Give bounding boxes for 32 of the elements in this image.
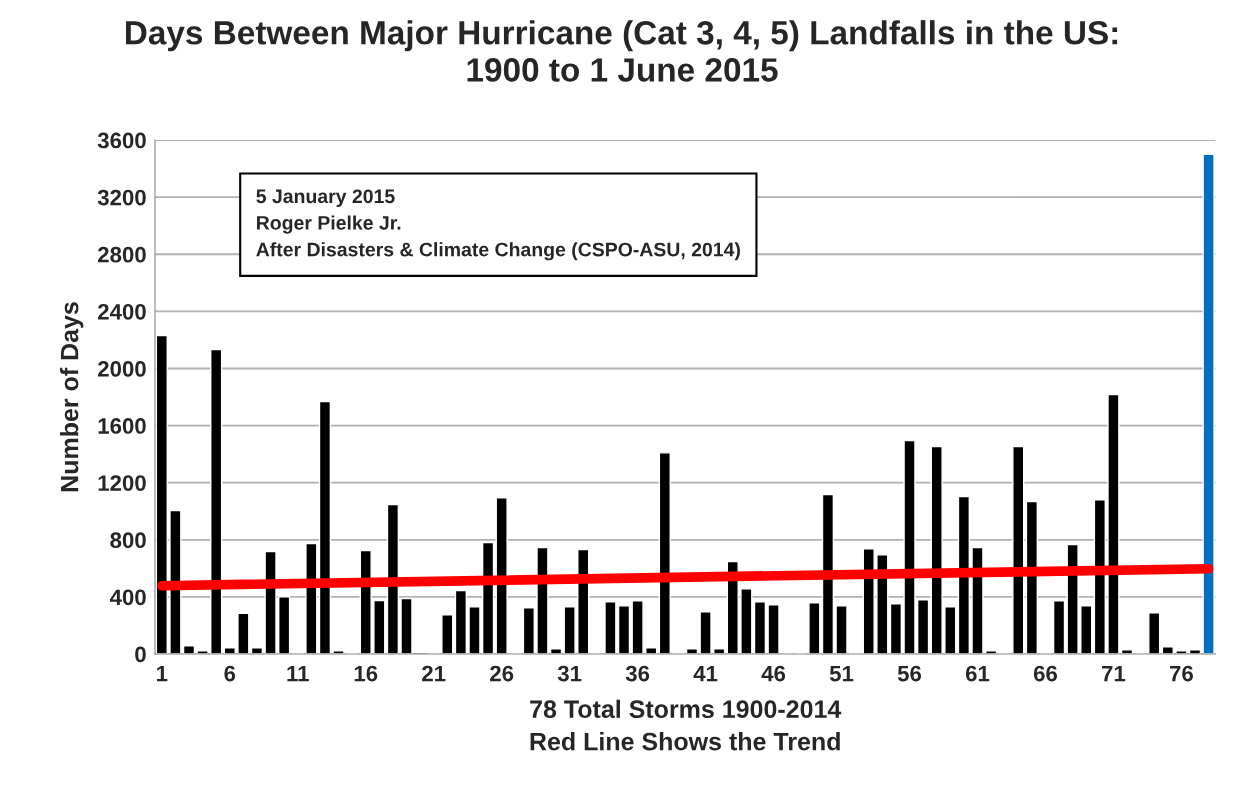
- y-tick-label: 3600: [97, 132, 146, 149]
- x-axis-title: 78 Total Storms 1900-2014 Red Line Shows the Trend: [530, 699, 842, 751]
- annotation: 5 January 2015: [256, 189, 395, 208]
- x-tick-label: 51: [829, 665, 854, 682]
- x-tick-label: 6: [224, 665, 236, 682]
- y-tick-label: 2800: [98, 246, 146, 263]
- annotation: After Disasters & Climate Change (CSPO-ASU, 2014): [256, 242, 740, 261]
- x-tick-label: 66: [1033, 665, 1058, 682]
- y-tick-label: 800: [110, 532, 146, 549]
- chart-title: Days Between Major Hurricane (Cat 3, 4, 5) Landfalls in the US: 1900 to 1 June 2015: [125, 20, 1118, 82]
- x-tick-label: 41: [693, 665, 718, 682]
- y-tick-label: 400: [109, 589, 146, 606]
- x-tick-label: 36: [625, 665, 650, 682]
- x-tick-label: 31: [557, 665, 582, 682]
- y-tick-label: 2000: [98, 361, 146, 377]
- x-tick-label: 46: [761, 665, 786, 682]
- x-tick-label: 76: [1170, 665, 1193, 682]
- x-tick-label: 71: [1102, 665, 1126, 682]
- y-axis-title: Number of Days: [60, 302, 84, 492]
- y-tick-label: 1600: [98, 418, 146, 434]
- y-tick-label: 3200: [97, 189, 146, 206]
- x-tick-label: 21: [422, 665, 446, 682]
- x-tick-label: 56: [897, 665, 922, 682]
- annotation: Roger Pielke Jr.: [257, 215, 401, 234]
- x-tick-label: 11: [287, 665, 309, 682]
- x-tick-label: 16: [354, 665, 378, 682]
- y-tick-label: 0: [135, 646, 146, 663]
- x-tick-label: 1: [157, 665, 168, 682]
- y-tick-label: 2400: [98, 303, 146, 320]
- y-tick-label: 1200: [98, 475, 146, 491]
- x-tick-label: 61: [965, 665, 990, 682]
- x-tick-label: 26: [490, 665, 514, 682]
